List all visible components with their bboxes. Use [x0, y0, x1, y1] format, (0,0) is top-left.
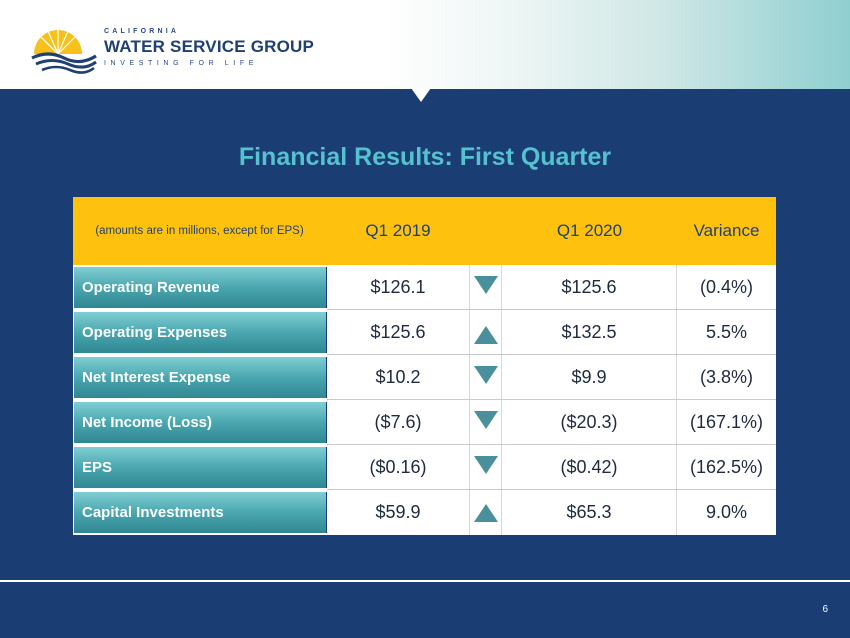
table-row: Operating Revenue $126.1 $125.6 (0.4%) [73, 265, 776, 310]
q1-2019-value: ($0.16) [327, 445, 470, 490]
q1-2020-value: $125.6 [502, 265, 677, 310]
variance-value: (162.5%) [689, 457, 764, 477]
header-q1-2020: Q1 2020 [556, 221, 623, 240]
footer-divider [0, 580, 850, 582]
table-row: Net Interest Expense $10.2 $9.9 (3.8%) [73, 355, 776, 400]
variance-value: (3.8%) [699, 367, 753, 387]
header-q1-2019: Q1 2019 [365, 221, 431, 240]
table-row: Net Income (Loss) ($7.6) ($20.3) (167.1%… [73, 400, 776, 445]
q1-2019-value: $10.2 [327, 355, 470, 400]
header-banner [0, 0, 850, 89]
row-label: Net Income (Loss) [74, 402, 327, 443]
variance-value: (167.1%) [689, 412, 764, 432]
row-label: EPS [74, 447, 327, 488]
page-number: 6 [822, 604, 828, 615]
q1-2020-value: $9.9 [502, 355, 677, 400]
row-divider [327, 489, 776, 490]
company-logo[interactable]: CALIFORNIA WATER SERVICE GROUP INVESTING… [28, 22, 328, 74]
table-row: Capital Investments $59.9 $65.3 9.0% [73, 490, 776, 535]
variance-value: 9.0% [705, 502, 748, 522]
row-divider [327, 444, 776, 445]
header-notch [411, 88, 431, 102]
page-title: Financial Results: First Quarter [238, 143, 612, 171]
table-row: Operating Expenses $125.6 $132.5 5.5% [73, 310, 776, 355]
row-divider [327, 309, 776, 310]
row-label: Net Interest Expense [74, 357, 327, 398]
variance-value: (0.4%) [699, 277, 753, 297]
q1-2020-value: $65.3 [502, 490, 677, 535]
table-header: (amounts are in millions, except for EPS… [73, 197, 776, 265]
row-label: Operating Revenue [74, 267, 327, 308]
trend-up-icon [470, 310, 502, 355]
amounts-note: (amounts are in millions, except for EPS… [95, 225, 304, 237]
trend-down-icon [470, 400, 502, 445]
trend-down-icon [470, 265, 502, 310]
q1-2019-value: ($7.6) [327, 400, 470, 445]
logo-top-text: CALIFORNIA [104, 28, 180, 35]
trend-down-icon [470, 355, 502, 400]
q1-2020-value: ($0.42) [502, 445, 677, 490]
sun-water-icon [28, 22, 100, 74]
trend-down-icon [470, 445, 502, 490]
q1-2019-value: $59.9 [327, 490, 470, 535]
row-label: Operating Expenses [74, 312, 327, 353]
q1-2019-value: $125.6 [327, 310, 470, 355]
header-variance: Variance [693, 221, 760, 240]
q1-2019-value: $126.1 [327, 265, 470, 310]
logo-tagline: INVESTING FOR LIFE [104, 60, 258, 67]
trend-up-icon [470, 490, 502, 535]
row-label: Capital Investments [74, 492, 327, 533]
row-divider [327, 399, 776, 400]
logo-main-text: WATER SERVICE GROUP [104, 37, 315, 56]
table-row: EPS ($0.16) ($0.42) (162.5%) [73, 445, 776, 490]
q1-2020-value: $132.5 [502, 310, 677, 355]
q1-2020-value: ($20.3) [502, 400, 677, 445]
variance-value: 5.5% [705, 322, 748, 342]
row-divider [327, 354, 776, 355]
